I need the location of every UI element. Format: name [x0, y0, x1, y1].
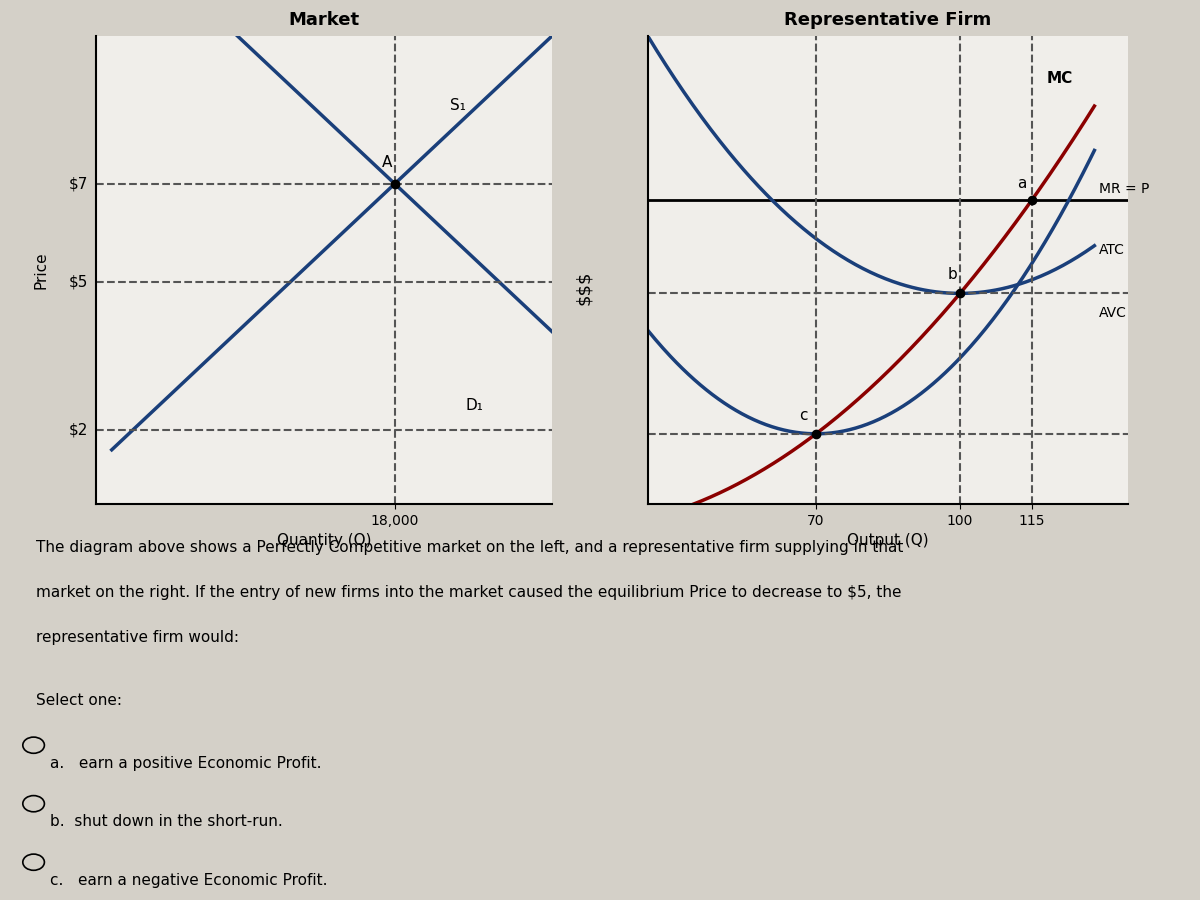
- Text: A: A: [382, 155, 392, 169]
- Text: b: b: [948, 267, 958, 283]
- Text: The diagram above shows a Perfectly Competitive market on the left, and a repres: The diagram above shows a Perfectly Comp…: [36, 540, 904, 555]
- Text: Select one:: Select one:: [36, 693, 122, 708]
- Text: c.   earn a negative Economic Profit.: c. earn a negative Economic Profit.: [50, 873, 328, 888]
- Title: Market: Market: [288, 11, 360, 29]
- Text: $$$: $$$: [576, 271, 593, 305]
- Text: a.   earn a positive Economic Profit.: a. earn a positive Economic Profit.: [50, 756, 322, 771]
- Text: MC: MC: [1046, 71, 1073, 86]
- Text: representative firm would:: representative firm would:: [36, 630, 239, 645]
- Text: $2: $2: [68, 423, 88, 437]
- Text: S₁: S₁: [450, 98, 466, 112]
- Text: b.  shut down in the short-run.: b. shut down in the short-run.: [50, 814, 283, 830]
- X-axis label: Quantity (Q): Quantity (Q): [277, 534, 371, 548]
- Text: a: a: [1018, 176, 1027, 191]
- Text: MR = P: MR = P: [1099, 182, 1150, 196]
- Text: market on the right. If the entry of new firms into the market caused the equili: market on the right. If the entry of new…: [36, 585, 901, 600]
- Text: D₁: D₁: [466, 399, 484, 413]
- Title: Representative Firm: Representative Firm: [785, 11, 991, 29]
- Text: Price: Price: [34, 251, 48, 289]
- Text: ATC: ATC: [1099, 243, 1126, 256]
- Text: AVC: AVC: [1099, 306, 1127, 319]
- X-axis label: Output (Q): Output (Q): [847, 534, 929, 548]
- Text: $7: $7: [68, 176, 88, 192]
- Text: c: c: [799, 408, 808, 423]
- Text: $5: $5: [68, 274, 88, 290]
